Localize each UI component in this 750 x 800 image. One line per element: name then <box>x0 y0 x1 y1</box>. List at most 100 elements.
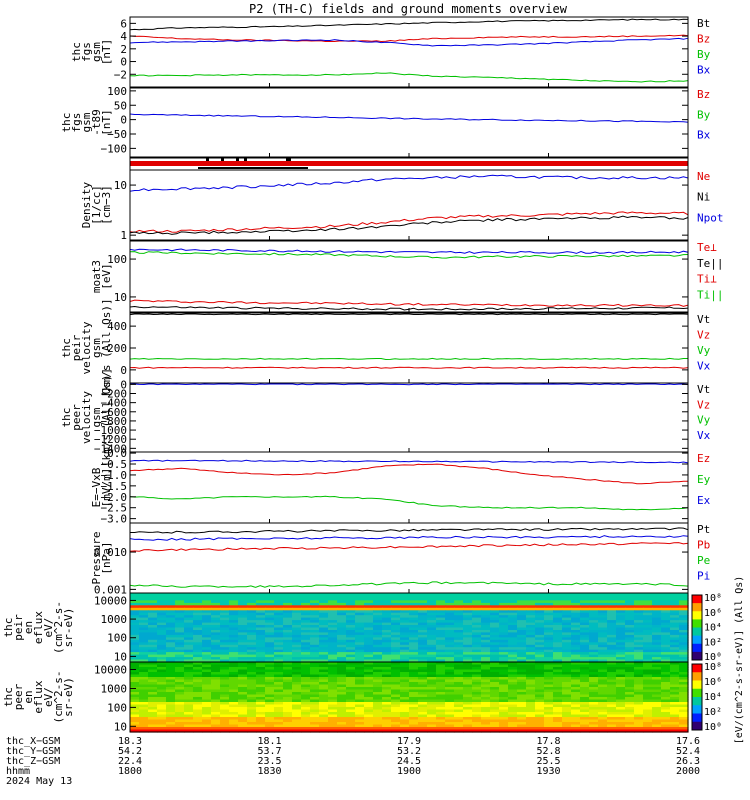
spectrogram-cell <box>328 689 338 693</box>
spectrogram-cell <box>472 667 482 671</box>
spectrogram-cell <box>310 662 320 666</box>
spectrogram-cell <box>328 610 338 614</box>
spectrogram-cell <box>256 714 266 718</box>
spectrogram-cell <box>157 639 167 643</box>
spectrogram-cell <box>580 627 590 631</box>
spectrogram-cell <box>661 607 671 611</box>
spectrogram-cell <box>472 602 482 606</box>
spectrogram-cell <box>661 687 671 691</box>
spectrogram-cell <box>553 617 563 621</box>
spectrogram-cell <box>211 637 221 641</box>
spectrogram-cell <box>382 649 392 653</box>
spectrogram-cell <box>670 617 680 621</box>
spectrogram-cell <box>607 639 617 643</box>
spectrogram-cell <box>436 627 446 631</box>
spectrogram-cell <box>337 634 347 638</box>
spectrogram-cell <box>517 662 527 666</box>
spectrogram-cell <box>229 727 239 731</box>
spectrogram-cell <box>517 674 527 678</box>
spectrogram-cell <box>337 717 347 721</box>
spectrogram-cell <box>256 722 266 726</box>
spectrogram-cell <box>166 689 176 693</box>
spectrogram-cell <box>508 724 518 728</box>
spectrogram-cell <box>580 664 590 668</box>
spectrogram-cell <box>427 697 437 701</box>
spectrogram-cell <box>472 699 482 703</box>
spectrogram-cell <box>202 659 212 663</box>
spectrogram-cell <box>265 717 275 721</box>
spectrogram-cell <box>454 709 464 713</box>
spectrogram-cell <box>661 637 671 641</box>
spectrogram-cell <box>391 593 401 597</box>
spectrogram-cell <box>490 684 500 688</box>
spectrogram-cell <box>184 667 194 671</box>
spectrogram-cell <box>652 677 662 681</box>
spectrogram-cell <box>184 692 194 696</box>
spectrogram-cell <box>148 649 158 653</box>
spectrogram-cell <box>625 615 635 619</box>
spectrogram-cell <box>544 644 554 648</box>
spectrogram-cell <box>364 642 374 646</box>
spectrogram-cell <box>634 664 644 668</box>
spectrogram-cell <box>166 654 176 658</box>
spectrogram-cell <box>634 620 644 624</box>
spectrogram-cell <box>580 667 590 671</box>
spectrogram-cell <box>238 622 248 626</box>
spectrogram-cell <box>220 625 230 629</box>
spectrogram-cell <box>607 692 617 696</box>
spectrogram-cell <box>418 627 428 631</box>
spectrogram-cell <box>157 617 167 621</box>
spectrogram-cell <box>211 627 221 631</box>
legend-label: Ti|| <box>697 288 724 301</box>
spectrogram-cell <box>571 605 581 609</box>
spectrogram-cell <box>607 617 617 621</box>
spectrogram-cell <box>157 652 167 656</box>
spectrogram-cell <box>679 593 689 597</box>
spectrogram-cell <box>499 639 509 643</box>
spectrogram-cell <box>211 639 221 643</box>
spectrogram-cell <box>571 717 581 721</box>
spectrogram-cell <box>364 595 374 599</box>
spectrogram-cell <box>616 642 626 646</box>
spectrogram-cell <box>292 679 302 683</box>
spectrogram-cell <box>553 714 563 718</box>
spectrogram-cell <box>508 702 518 706</box>
spectrogram-cell <box>409 615 419 619</box>
spectrogram-cell <box>463 630 473 634</box>
spectrogram-cell <box>625 644 635 648</box>
spectrogram-cell <box>643 727 653 731</box>
spectrogram-cell <box>130 682 140 686</box>
spectrogram-cell <box>499 719 509 723</box>
spectrogram-cell <box>571 659 581 663</box>
spectrogram-cell <box>679 727 689 731</box>
spectrogram-cell <box>274 649 284 653</box>
spectrogram-cell <box>643 672 653 676</box>
spectrogram-cell <box>616 702 626 706</box>
spectrogram-cell <box>364 612 374 616</box>
spectrogram-cell <box>598 632 608 636</box>
spectrogram-cell <box>463 662 473 666</box>
spectrogram-cell <box>130 704 140 708</box>
spectrogram-cell <box>409 702 419 706</box>
spectrogram-cell <box>670 607 680 611</box>
spectrogram-cell <box>301 724 311 728</box>
spectrogram-cell <box>535 717 545 721</box>
spectrogram-cell <box>427 617 437 621</box>
spectrogram-cell <box>607 630 617 634</box>
spectrogram-cell <box>382 699 392 703</box>
spectrogram-cell <box>328 727 338 731</box>
spectrogram-cell <box>472 627 482 631</box>
spectrogram-cell <box>463 637 473 641</box>
spectrogram-cell <box>445 692 455 696</box>
spectrogram-cell <box>634 682 644 686</box>
spectrogram-cell <box>517 610 527 614</box>
spectrogram-cell <box>346 652 356 656</box>
spectrogram-cell <box>130 649 140 653</box>
spectrogram-cell <box>157 593 167 597</box>
spectrogram-cell <box>598 612 608 616</box>
spectrogram-cell <box>364 647 374 651</box>
spectrogram-cell <box>454 647 464 651</box>
spectrogram-cell <box>166 620 176 624</box>
spectrogram-cell <box>355 593 365 597</box>
spectrogram-cell <box>130 667 140 671</box>
